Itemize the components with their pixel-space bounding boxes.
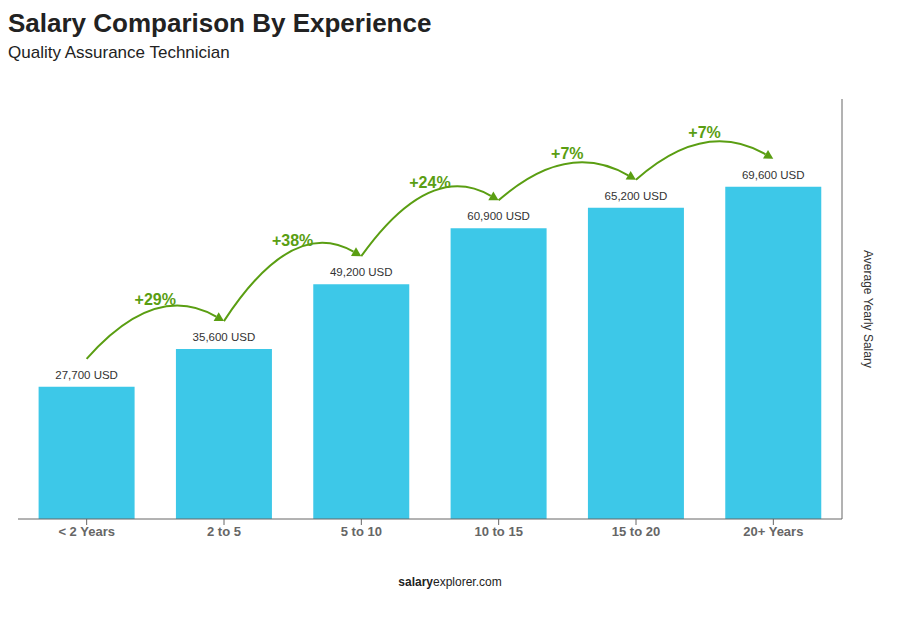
svg-text:27,700 USD: 27,700 USD bbox=[55, 369, 118, 381]
svg-text:60,900 USD: 60,900 USD bbox=[467, 210, 530, 222]
svg-text:2 to 5: 2 to 5 bbox=[207, 524, 241, 539]
svg-text:49,200 USD: 49,200 USD bbox=[330, 266, 393, 278]
html-text:Quality Assurance Technician: Quality Assurance Technician bbox=[8, 43, 230, 62]
svg-text:+38%: +38% bbox=[272, 232, 313, 249]
svg-text:Average Yearly Salary: Average Yearly Salary bbox=[861, 250, 875, 368]
svg-text:+24%: +24% bbox=[409, 174, 450, 191]
svg-text:65,200 USD: 65,200 USD bbox=[605, 190, 668, 202]
svg-text:< 2 Years: < 2 Years bbox=[58, 524, 115, 539]
html-text:salary explorer.com: salary explorer.com bbox=[398, 575, 502, 589]
svg-text:5 to 10: 5 to 10 bbox=[341, 524, 382, 539]
html-text:Salary Comparison By Experienc: Salary Comparison By Experience bbox=[8, 8, 432, 38]
svg-text:10 to 15: 10 to 15 bbox=[474, 524, 522, 539]
svg-text:20+ Years: 20+ Years bbox=[743, 524, 803, 539]
svg-text:69,600 USD: 69,600 USD bbox=[742, 169, 805, 181]
svg-text:+29%: +29% bbox=[135, 291, 176, 308]
svg-text:35,600 USD: 35,600 USD bbox=[193, 331, 256, 343]
svg-text:+7%: +7% bbox=[688, 124, 720, 141]
svg-text:15 to 20: 15 to 20 bbox=[612, 524, 660, 539]
svg-text:+7%: +7% bbox=[551, 145, 583, 162]
